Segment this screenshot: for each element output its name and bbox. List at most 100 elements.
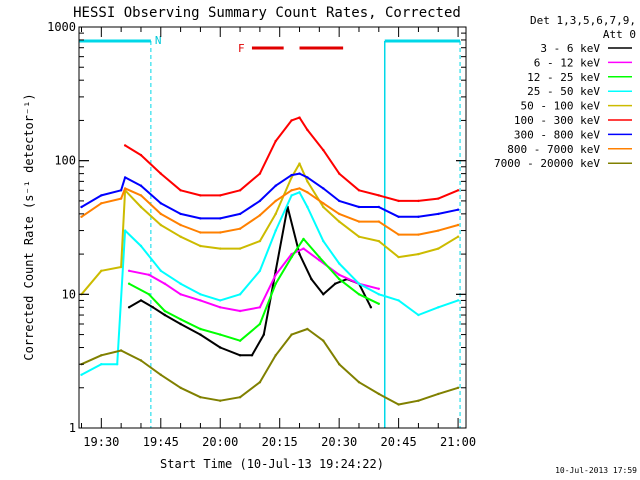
series-line: [124, 116, 459, 202]
series-point: [302, 247, 305, 250]
series-point: [159, 172, 162, 175]
legend-label: 7000 - 20000 keV: [494, 157, 600, 170]
series-point: [159, 202, 162, 205]
y-tick-label: 100: [54, 154, 76, 168]
series-point: [238, 189, 242, 192]
series-point: [369, 306, 373, 309]
series-point: [322, 202, 325, 205]
series-point: [306, 327, 309, 331]
series-point: [163, 309, 166, 313]
x-tick-label: 20:00: [202, 435, 238, 449]
series-point: [274, 139, 277, 143]
x-tick-label: 19:30: [83, 435, 119, 449]
series-point: [219, 399, 222, 402]
y-tick-label: 10: [62, 287, 76, 301]
series-point: [238, 339, 242, 342]
series-point: [437, 247, 440, 250]
series-point: [318, 259, 321, 262]
series-point: [397, 403, 400, 406]
series-point: [338, 212, 341, 216]
series-point: [306, 191, 309, 194]
series-point: [127, 306, 131, 309]
series-point: [179, 293, 182, 296]
series-point: [179, 386, 182, 389]
series-point: [219, 247, 222, 250]
series-point: [357, 205, 361, 209]
series-point: [290, 255, 293, 259]
series-point: [199, 333, 202, 336]
series-point: [163, 313, 166, 317]
series-point: [127, 269, 131, 272]
series-point: [100, 269, 103, 272]
series-point: [274, 269, 277, 272]
series-point: [262, 333, 265, 336]
series-point: [163, 282, 166, 285]
series-point: [338, 199, 341, 203]
series-point: [322, 205, 325, 209]
series-point: [80, 205, 83, 209]
series-point: [338, 363, 341, 366]
series-point: [219, 306, 222, 309]
series-point: [274, 199, 277, 203]
series-point: [456, 235, 460, 238]
series-point: [417, 313, 420, 317]
series-point: [258, 322, 262, 326]
legend-label: 100 - 300 keV: [514, 114, 600, 127]
series-point: [298, 172, 301, 175]
series-point: [159, 269, 162, 272]
series-point: [151, 306, 155, 309]
series-point: [322, 187, 325, 190]
series-point: [159, 373, 162, 376]
series-point: [298, 191, 301, 194]
series-point: [298, 116, 301, 119]
series-point: [456, 386, 460, 389]
series-point: [274, 229, 277, 232]
legend-label: 800 - 7000 keV: [507, 143, 600, 156]
series-point: [397, 199, 400, 203]
series-point: [258, 239, 262, 243]
x-tick-label: 21:00: [440, 435, 476, 449]
series-point: [322, 148, 325, 152]
series-point: [100, 354, 103, 357]
legend-header-1: Det 1,3,5,6,7,9,: [530, 14, 636, 27]
series-point: [456, 299, 460, 302]
series-point: [437, 197, 440, 200]
series-point: [179, 189, 182, 192]
series-point: [127, 282, 131, 285]
series-point: [290, 189, 293, 192]
series-point: [119, 189, 123, 192]
series-point: [357, 293, 361, 296]
series-point: [159, 212, 162, 216]
x-tick-label: 20:15: [262, 435, 298, 449]
series-point: [377, 194, 380, 197]
series-point: [258, 269, 262, 272]
y-tick-label: 1000: [47, 20, 76, 34]
legend-label: 25 - 50 keV: [527, 85, 600, 98]
series-point: [290, 173, 293, 177]
series-point: [139, 184, 143, 187]
series-point: [298, 162, 301, 165]
series-layer: [80, 116, 460, 406]
series-point: [377, 205, 380, 209]
series-point: [147, 273, 151, 276]
series-point: [100, 202, 103, 205]
series-point: [298, 187, 301, 190]
legend-label: 6 - 12 keV: [534, 56, 601, 69]
series-point: [100, 194, 103, 197]
series-point: [258, 199, 262, 203]
legend-label: 50 - 100 keV: [521, 100, 601, 113]
series-point: [199, 217, 202, 220]
series-point: [274, 354, 277, 357]
series-point: [258, 172, 262, 175]
legend-label: 300 - 800 keV: [514, 128, 600, 141]
series-point: [322, 339, 325, 342]
legend-label: 3 - 6 keV: [540, 42, 600, 55]
series-point: [238, 212, 242, 216]
series-point: [417, 399, 420, 402]
series-point: [139, 153, 143, 157]
series-point: [139, 194, 143, 197]
series-point: [238, 354, 242, 357]
series-point: [123, 144, 127, 147]
series-point: [302, 237, 305, 241]
